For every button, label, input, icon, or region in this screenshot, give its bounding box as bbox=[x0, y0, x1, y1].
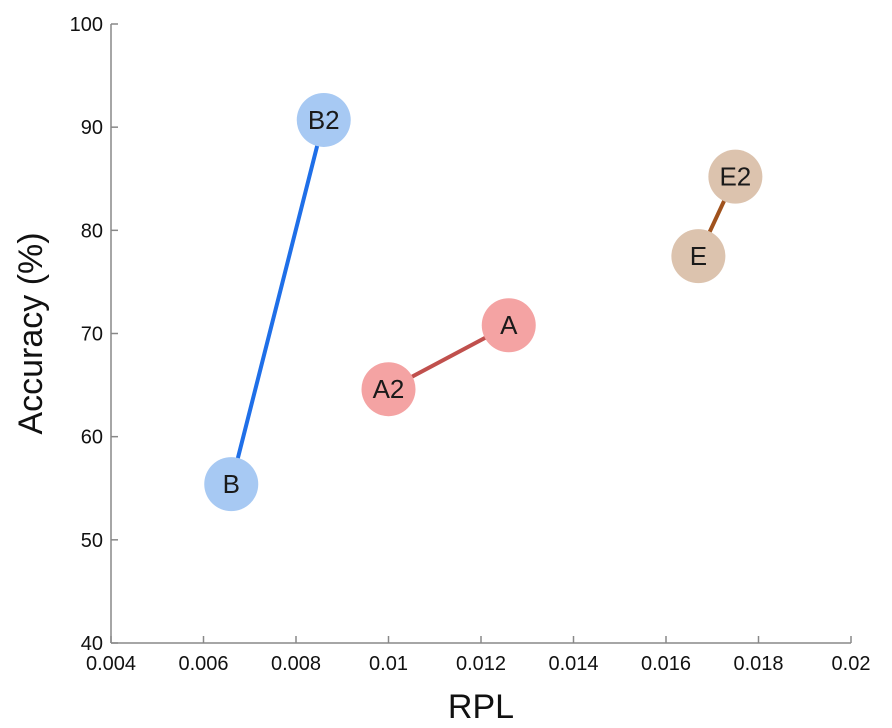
data-point-label: B2 bbox=[308, 105, 340, 135]
data-point bbox=[671, 229, 726, 284]
y-tick-label: 80 bbox=[81, 220, 103, 242]
series-layer: B B2 A2 A E E2 bbox=[204, 92, 763, 512]
y-axis-title: Accuracy (%) bbox=[12, 232, 50, 434]
y-tick-label: 50 bbox=[81, 530, 103, 552]
x-axis-title: RPL bbox=[448, 688, 514, 726]
x-tick-label: 0.004 bbox=[86, 653, 136, 675]
x-ticks: 0.004 0.006 0.008 0.01 0.012 0.014 0.016 0.018 0… bbox=[86, 636, 871, 675]
x-tick-label: 0.02 bbox=[832, 653, 871, 675]
data-point bbox=[296, 92, 351, 147]
series-group: B B2 bbox=[204, 92, 351, 512]
y-ticks: 40 50 60 70 80 90 100 bbox=[70, 14, 118, 655]
series-group: E E2 bbox=[671, 149, 763, 284]
x-tick-label: 0.01 bbox=[369, 653, 408, 675]
data-point-label: A2 bbox=[373, 374, 405, 404]
data-point-label: E bbox=[690, 241, 707, 271]
series-group: A2 A bbox=[361, 298, 536, 417]
x-tick-label: 0.014 bbox=[548, 653, 598, 675]
series-line bbox=[229, 117, 326, 487]
x-tick-label: 0.018 bbox=[733, 653, 783, 675]
data-point-label: A bbox=[500, 310, 518, 340]
data-point bbox=[361, 362, 416, 417]
x-tick-label: 0.012 bbox=[456, 653, 506, 675]
y-tick-label: 90 bbox=[81, 117, 103, 139]
data-point-label: B bbox=[223, 469, 240, 499]
axes bbox=[110, 24, 851, 644]
y-tick-label: 40 bbox=[81, 633, 103, 655]
data-point bbox=[204, 457, 259, 512]
x-tick-label: 0.016 bbox=[641, 653, 691, 675]
data-point-label: E2 bbox=[719, 162, 751, 192]
x-tick-label: 0.008 bbox=[271, 653, 321, 675]
y-tick-label: 100 bbox=[70, 14, 103, 36]
x-tick-label: 0.006 bbox=[178, 653, 228, 675]
data-point bbox=[481, 298, 536, 353]
y-tick-label: 60 bbox=[81, 427, 103, 449]
data-point bbox=[708, 149, 763, 204]
y-tick-label: 70 bbox=[81, 324, 103, 346]
